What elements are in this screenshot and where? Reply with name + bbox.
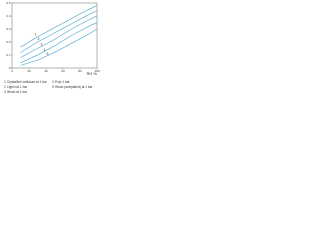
y-tick-label: 0.3 [6,27,11,31]
series-line [20,22,98,64]
x-tick-label: 0 [11,69,13,73]
x-tick-label: 100 [94,69,99,73]
y-tick-label: 0 [9,66,11,70]
legend-number: 2 [4,85,6,89]
y-tick-label: 0.2 [6,40,11,44]
y-tick-label: 0.5 [6,1,11,5]
legend-number: 3 [4,90,6,94]
legend-number: 4 [52,80,54,84]
x-tick-label: 80 [78,69,82,73]
legend-entry: Pulp 1 bar [55,80,70,84]
legend-entry: Lignin at 1 bar [7,85,28,89]
x-tick-label: 20 [27,69,31,73]
x-axis-label: RH % [87,71,98,76]
series-line [20,28,98,66]
legend-number: 5 [52,85,54,89]
series-label: 3 [41,42,43,46]
legend-entry: Wood at 1 bar [7,90,28,94]
series-line [20,15,98,58]
legend-number: 1 [4,80,6,84]
series-label: 2 [38,37,40,41]
legend-entry: Wood (acetylated) at 1 bar [55,85,93,89]
series-line [20,10,98,53]
y-tick-label: 0.1 [6,53,11,57]
series-line [20,5,98,48]
x-tick-label: 40 [44,69,48,73]
y-tick-label: 0.4 [6,14,11,18]
series-label: 1 [35,33,37,37]
series-label: 5 [47,52,49,56]
legend-entry: Crystalline cellulose at 1 bar [7,80,48,84]
x-tick-label: 60 [61,69,65,73]
plot-frame [11,2,98,69]
series-label: 4 [44,48,46,52]
